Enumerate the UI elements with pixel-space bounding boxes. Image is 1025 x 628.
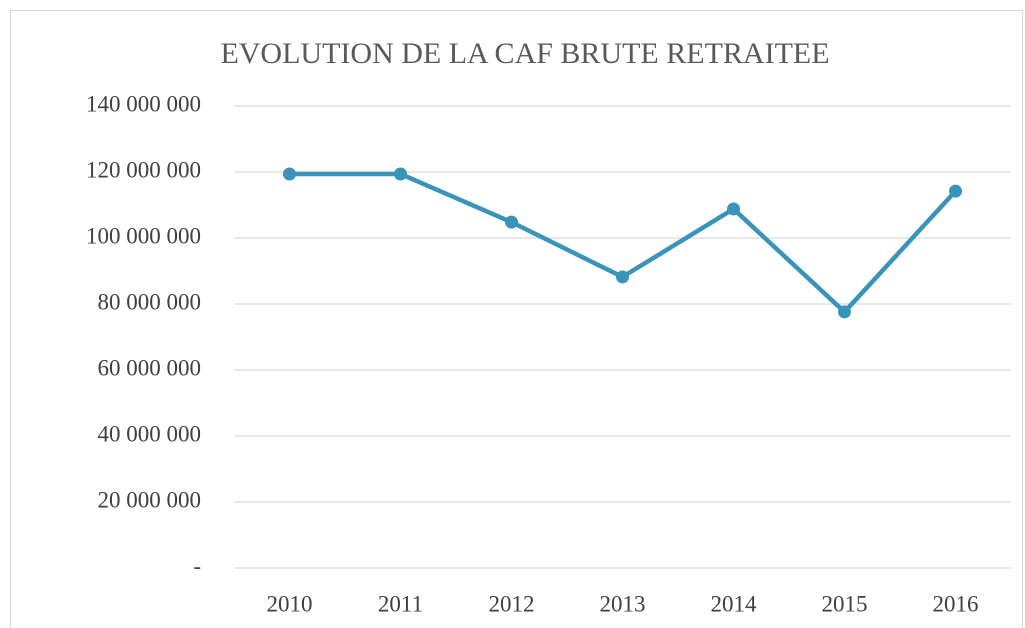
y-tick-label: 20 000 000 [98, 487, 202, 512]
chart-border [10, 10, 1023, 628]
marker [949, 184, 962, 198]
marker [505, 215, 518, 229]
y-tick-label: - [193, 553, 201, 578]
y-tick-label: 80 000 000 [98, 289, 202, 314]
y-tick-label: 100 000 000 [86, 223, 201, 248]
y-tick-label: 120 000 000 [86, 157, 201, 182]
x-tick-label: 2015 [822, 591, 868, 616]
y-tick-label: 60 000 000 [98, 355, 202, 380]
y-tick-label: 40 000 000 [98, 421, 202, 446]
x-tick-label: 2013 [600, 591, 646, 616]
marker [727, 202, 740, 216]
x-tick-label: 2012 [489, 591, 535, 616]
x-tick-label: 2010 [267, 591, 313, 616]
marker [838, 305, 851, 319]
marker [616, 270, 629, 284]
x-tick-label: 2014 [711, 591, 758, 616]
chart-title: EVOLUTION DE LA CAF BRUTE RETRAITEE [220, 37, 829, 70]
marker [283, 167, 296, 181]
y-tick-label: 140 000 000 [86, 91, 201, 116]
x-tick-label: 2016 [933, 591, 979, 616]
x-tick-label: 2011 [378, 591, 423, 616]
marker [394, 167, 407, 181]
